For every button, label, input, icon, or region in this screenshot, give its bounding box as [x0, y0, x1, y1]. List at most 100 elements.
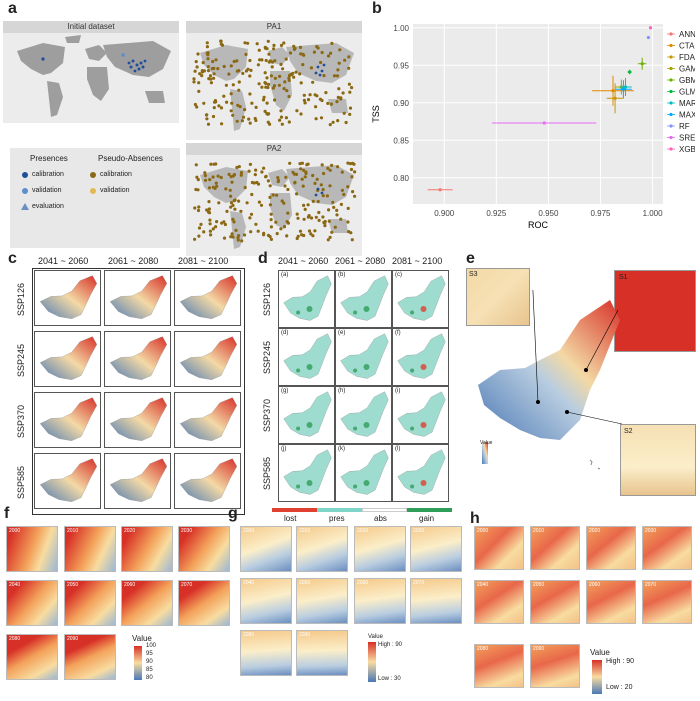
legend-swatch	[272, 508, 317, 512]
pseudo-absence-point	[339, 97, 343, 101]
heatmap-tile: 2000	[240, 526, 292, 572]
pseudo-absence-point	[317, 210, 321, 215]
pseudo-absence-point	[302, 203, 306, 207]
pseudo-absence-point	[303, 101, 307, 105]
pseudo-absence-point	[295, 109, 299, 113]
pseudo-absence-point	[255, 42, 259, 46]
china-map	[397, 449, 446, 495]
tile-year-label: 2010	[67, 528, 79, 534]
pseudo-absence-point	[195, 175, 199, 179]
pseudo-absence-point	[204, 113, 209, 117]
pseudo-absence-point	[351, 190, 355, 194]
row-header: SSP370	[16, 404, 26, 438]
pseudo-absence-point	[321, 215, 325, 219]
map-cell	[34, 331, 101, 387]
pseudo-absence-point	[269, 74, 273, 78]
legend-title: Value	[368, 634, 383, 640]
inset-s3-label: S3	[469, 271, 478, 278]
pseudo-absence-point	[241, 71, 245, 75]
map-cell	[174, 331, 241, 387]
pseudo-absence-point	[243, 41, 247, 45]
heatmap-tile: 2090	[296, 630, 348, 676]
pseudo-absence-point	[344, 120, 348, 125]
pseudo-absence-point	[219, 42, 223, 46]
pseudo-absence-point	[313, 93, 317, 97]
pseudo-absence-point	[237, 199, 241, 203]
pseudo-absence-point	[249, 212, 254, 216]
china-map	[283, 391, 332, 437]
pseudo-absence-point	[229, 205, 233, 209]
data-point	[646, 35, 651, 40]
pseudo-absence-point	[194, 187, 198, 192]
pseudo-absence-point	[319, 116, 324, 120]
pseudo-absence-point	[263, 71, 267, 75]
map-cell	[104, 270, 171, 326]
pseudo-absence-point	[302, 233, 306, 238]
china-map	[109, 275, 168, 319]
map-cell	[174, 270, 241, 326]
legend-panel-a: Presences Pseudo-Absences calibration va…	[10, 148, 180, 248]
legend-pa-validation-marker	[90, 188, 96, 194]
map-cell	[34, 453, 101, 509]
pseudo-absence-point	[326, 166, 330, 170]
pseudo-absence-point	[346, 185, 350, 189]
heatmap-tile: 2080	[240, 630, 292, 676]
pseudo-absence-point	[315, 177, 319, 181]
legend-entry: SRE	[679, 134, 695, 143]
pseudo-absence-point	[343, 58, 347, 62]
pseudo-absence-point	[321, 188, 325, 192]
pseudo-absence-point	[328, 168, 332, 172]
panel-label-c: c	[8, 250, 17, 267]
pseudo-absence-point	[270, 65, 274, 69]
tile-year-label: 2060	[589, 582, 601, 588]
pseudo-absence-point	[269, 237, 273, 241]
legend-title: Value	[590, 648, 610, 657]
legend-entry: MARS	[679, 99, 695, 108]
pseudo-absence-point	[272, 84, 277, 88]
pseudo-absence-point	[339, 202, 343, 206]
pseudo-absence-point	[225, 209, 229, 213]
map-cell: (d)	[278, 328, 335, 386]
pseudo-absence-point	[254, 168, 258, 172]
pseudo-absence-point	[193, 237, 197, 241]
pseudo-absence-point	[262, 233, 266, 237]
heatmap-tile: 2030	[178, 526, 230, 572]
pseudo-absence-point	[298, 229, 303, 233]
pseudo-absence-point	[223, 222, 227, 227]
pseudo-absence-point	[329, 51, 333, 55]
tile-year-label: 2080	[9, 636, 21, 642]
pseudo-absence-point	[320, 163, 324, 167]
tile-year-label: 2000	[243, 528, 255, 534]
pseudo-absence-point	[202, 230, 206, 234]
pseudo-absence-point	[275, 193, 279, 197]
pseudo-absence-point	[279, 62, 283, 66]
pseudo-absence-point	[268, 184, 272, 188]
pseudo-absence-point	[263, 46, 268, 50]
pseudo-absence-point	[353, 194, 357, 198]
pseudo-absence-point	[234, 228, 238, 232]
pseudo-absence-point	[197, 89, 201, 93]
pseudo-absence-point	[220, 122, 224, 126]
pseudo-absence-point	[275, 232, 279, 236]
pseudo-absence-point	[267, 52, 271, 56]
y-tick-label: 1.00	[393, 24, 409, 33]
pseudo-absence-point	[317, 218, 321, 222]
tile-year-label: 2060	[124, 582, 136, 588]
pseudo-absence-point	[285, 220, 289, 224]
pseudo-absence-point	[263, 81, 267, 85]
china-map	[39, 458, 98, 502]
pseudo-absence-point	[273, 59, 277, 63]
map-tag: (b)	[338, 272, 346, 278]
pseudo-absence-point	[326, 54, 331, 58]
pseudo-absence-point	[235, 119, 239, 123]
pseudo-absence-point	[323, 221, 327, 225]
pseudo-absence-point	[208, 222, 212, 226]
pseudo-absence-point	[216, 174, 220, 178]
map-cell	[174, 453, 241, 509]
pseudo-absence-point	[211, 114, 216, 119]
map-cell	[104, 453, 171, 509]
panel-e-value-title: Value	[480, 440, 493, 446]
pseudo-absence-point	[279, 115, 284, 119]
pseudo-absence-point	[282, 225, 287, 229]
pseudo-absence-point	[239, 171, 244, 175]
